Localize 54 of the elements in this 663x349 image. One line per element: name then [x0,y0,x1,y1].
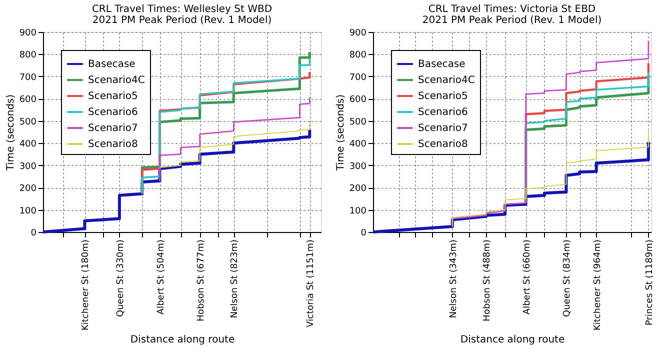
y-tick-label: 100 [349,206,367,216]
y-tick-label: 800 [349,50,367,61]
x-axis-title: Distance along route [130,334,235,346]
x-tick-label: Kitchener St (964m) [592,240,603,330]
y-tick-label: 600 [19,95,37,106]
legend-label: Scenario7 [418,123,468,134]
legend-label: Scenario7 [88,123,138,134]
y-tick-label: 0 [30,228,37,238]
legend-label: Scenario4C [88,75,145,86]
line-series [159,96,310,182]
x-tick-label: Nelson St (823m) [230,240,240,318]
y-tick-label: 400 [349,140,367,150]
legend-label: Scenario6 [88,107,138,118]
y-tick-label: 300 [349,162,367,172]
x-tick-label: Queen St (330m) [116,240,126,317]
legend-label: Scenario5 [418,91,468,102]
x-tick-label: Albert St (660m) [522,240,532,315]
y-tick-label: 700 [349,72,367,83]
legend-label: Scenario5 [88,91,138,102]
x-tick-label: Princes St (1189m) [644,240,655,326]
y-tick-label: 200 [19,184,37,194]
y-tick-label: 400 [19,140,37,150]
y-tick-label: 300 [19,162,37,172]
y-tick-label: 500 [349,117,367,128]
y-tick-label: 700 [19,72,37,83]
x-tick-label: Hobson St (488m) [482,240,493,322]
y-axis-title: Time (seconds) [5,94,16,172]
x-tick-label: Albert St (504m) [156,240,166,315]
legend-label: Scenario8 [88,139,138,150]
chart-subtitle: 2021 PM Peak Period (Rev. 1 Model) [92,15,272,26]
x-tick-label: Hobson St (677m) [196,240,206,322]
y-tick-label: 0 [360,228,367,238]
legend-label: Basecase [418,59,466,70]
chart-title: CRL Travel Times: Wellesley St WBD [92,4,272,15]
y-tick-label: 600 [349,95,367,106]
y-tick-label: 900 [349,28,367,38]
y-tick-label: 100 [19,206,37,216]
x-tick-label: Victoria St (1151m) [306,240,316,328]
x-tick-label: Kitchener St (180m) [81,240,92,330]
y-tick-label: 200 [349,184,367,194]
chart-title: CRL Travel Times: Victoria St EBD [428,4,596,15]
legend-label: Scenario6 [418,107,468,118]
legend-label: Scenario4C [418,75,475,86]
line-series [159,122,310,168]
legend-label: Basecase [88,59,136,70]
chart-subtitle: 2021 PM Peak Period (Rev. 1 Model) [422,15,602,26]
x-tick-label: Queen St (834m) [562,240,573,317]
y-tick-label: 900 [19,28,37,38]
y-axis-title: Time (seconds) [335,94,346,172]
legend-label: Scenario8 [418,139,468,150]
x-axis-title: Distance along route [460,334,565,346]
y-tick-label: 800 [19,50,37,61]
y-tick-label: 500 [19,117,37,128]
x-tick-label: Nelson St (343m) [448,240,459,318]
